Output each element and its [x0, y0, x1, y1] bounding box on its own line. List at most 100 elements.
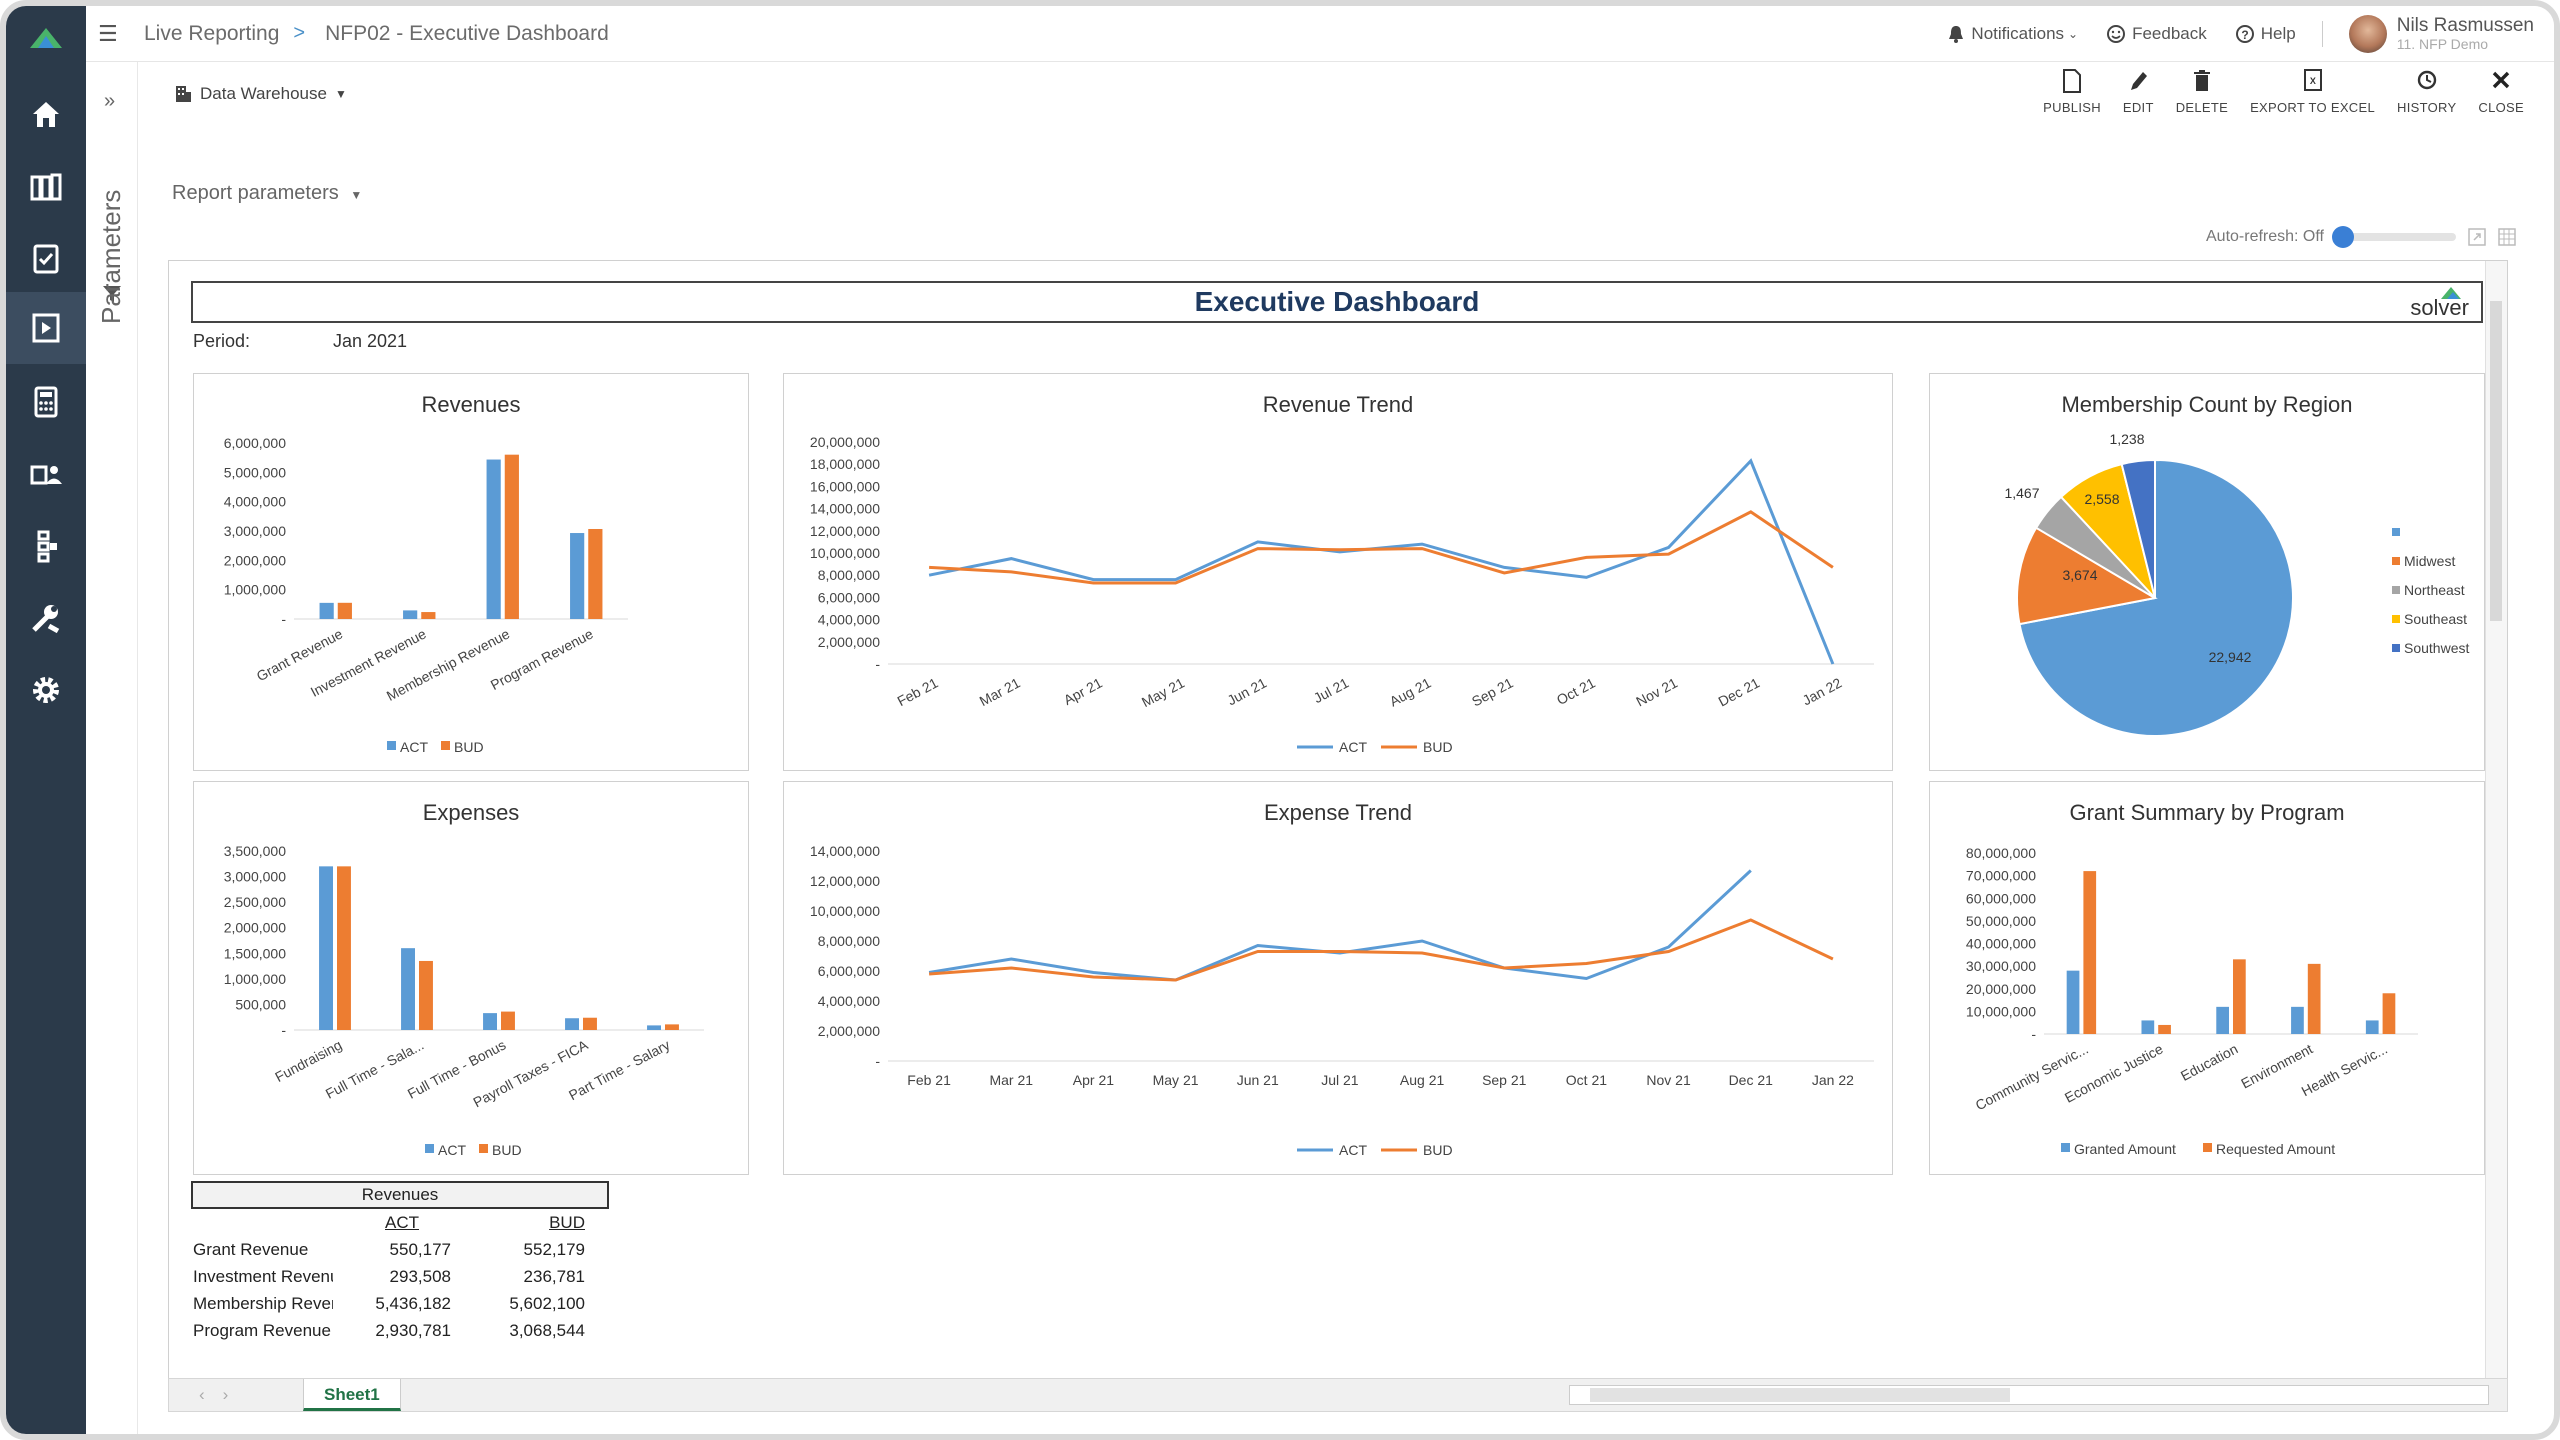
bar-granted-amount — [2066, 970, 2080, 1034]
y-tick-label: 8,000,000 — [818, 567, 880, 583]
x-tick-label: Mar 21 — [989, 1072, 1033, 1088]
scroll-thumb[interactable] — [2490, 301, 2502, 621]
legend-label: ACT — [400, 739, 428, 755]
vertical-scrollbar[interactable] — [2485, 261, 2507, 1379]
x-tick-label: Feb 21 — [907, 1072, 951, 1088]
bar-bud — [337, 602, 352, 619]
legend-swatch — [2392, 528, 2400, 536]
home-icon[interactable] — [26, 94, 66, 134]
user-tenant: 11. NFP Demo — [2396, 36, 2489, 52]
expense-trend-chart-svg: - 2,000,000 4,000,000 6,000,000 8,000,000 10,… — [810, 843, 1874, 1158]
legend-label: ACT — [1339, 739, 1367, 755]
filter-icon[interactable] — [102, 284, 122, 304]
x-tick-label: Nov 21 — [1646, 1072, 1691, 1088]
y-tick-label: 40,000,000 — [1966, 936, 2036, 952]
x-tick-label: May 21 — [1139, 674, 1187, 710]
calculator-icon[interactable] — [26, 382, 66, 422]
revenues-chart: Revenues - 1,000,000 2,000,000 3,000,000 4,0… — [193, 373, 749, 771]
excel-icon: X — [2303, 69, 2322, 91]
dashboard-title-bar: Executive Dashboard solver — [191, 281, 2483, 323]
legend-label: Northeast — [2404, 582, 2465, 598]
legend-label: BUD — [454, 739, 484, 755]
bar-act — [319, 602, 334, 619]
toggle-knob[interactable] — [2331, 226, 2354, 248]
expand-parameters-icon[interactable]: » — [104, 90, 116, 112]
chart-title: Expenses — [422, 800, 520, 825]
y-tick-label: 14,000,000 — [810, 501, 880, 517]
data-users-icon[interactable] — [26, 454, 66, 494]
x-tick-label: Dec 21 — [1715, 674, 1762, 709]
x-tick-label: Education — [2178, 1041, 2241, 1084]
bar-requested-amount — [2083, 871, 2097, 1034]
history-icon — [2417, 70, 2436, 90]
settings-gear-icon[interactable] — [26, 670, 66, 710]
line-series-act — [928, 869, 1752, 982]
feedback-button[interactable]: Feedback — [2106, 24, 2207, 44]
table-cell-bud: 236,781 — [523, 1267, 585, 1286]
sheet-tab[interactable]: Sheet1 — [303, 1379, 401, 1411]
publish-label: PUBLISH — [2043, 100, 2101, 115]
grid-icon[interactable] — [2498, 228, 2516, 246]
period-label: Period: — [193, 331, 251, 351]
bar-act — [565, 1018, 579, 1030]
data-source-dropdown[interactable]: Data Warehouse ▼ — [174, 84, 347, 104]
y-tick-label: 12,000,000 — [810, 523, 880, 539]
x-tick-label: Aug 21 — [1387, 674, 1434, 709]
breadcrumb-page: NFP02 - Executive Dashboard — [325, 21, 609, 45]
divider — [2321, 21, 2323, 47]
legend-label: Requested Amount — [2216, 1141, 2335, 1157]
sheet-nav-arrows[interactable]: ‹› — [199, 1385, 247, 1404]
bar-act — [570, 533, 585, 619]
bar-bud — [421, 612, 436, 619]
scroll-thumb[interactable] — [1590, 1388, 2010, 1402]
y-tick-label: 6,000,000 — [818, 589, 880, 605]
close-button[interactable]: CLOSE — [2478, 68, 2524, 115]
bar-bud — [665, 1024, 679, 1030]
user-menu[interactable]: Nils Rasmussen 11. NFP Demo — [2348, 15, 2534, 53]
delete-button[interactable]: DELETE — [2176, 68, 2228, 115]
publish-button[interactable]: PUBLISH — [2043, 68, 2101, 115]
modules-icon[interactable] — [26, 526, 66, 566]
menu-icon[interactable]: ☰ — [98, 20, 118, 46]
y-tick-label: - — [875, 656, 880, 672]
breadcrumb-app[interactable]: Live Reporting — [144, 21, 280, 45]
bar-requested-amount — [2382, 993, 2396, 1034]
line-series-act — [928, 458, 1835, 665]
notifications-button[interactable]: Notifications ⌄ — [1947, 24, 2078, 44]
auto-refresh-toggle[interactable] — [2331, 226, 2456, 248]
history-button[interactable]: HISTORY — [2397, 68, 2456, 115]
table-cell-bud: 552,179 — [523, 1240, 585, 1259]
y-tick-label: 2,500,000 — [224, 894, 286, 910]
horizontal-scrollbar[interactable] — [1569, 1385, 2489, 1405]
help-button[interactable]: ? Help — [2235, 24, 2296, 44]
y-tick-label: 1,000,000 — [224, 582, 286, 598]
y-tick-label: 14,000,000 — [810, 843, 880, 859]
tools-icon[interactable] — [26, 598, 66, 638]
tasks-icon[interactable] — [26, 238, 66, 278]
pie-slice — [2120, 458, 2156, 599]
chevron-down-icon: ⌄ — [2068, 27, 2079, 41]
close-icon — [2493, 71, 2510, 89]
report-parameters-toggle[interactable]: Report parameters ▼ — [172, 182, 362, 205]
export-to-excel-button[interactable]: X EXPORT TO EXCEL — [2250, 68, 2375, 115]
edit-label: EDIT — [2122, 100, 2154, 115]
bar-requested-amount — [2233, 959, 2246, 1034]
col-act: ACT — [385, 1213, 419, 1232]
reports-icon[interactable] — [6, 292, 86, 364]
solver-logo-icon[interactable] — [24, 22, 68, 56]
line-series-bud — [928, 918, 1834, 982]
edit-button[interactable]: EDIT — [2123, 68, 2154, 115]
notifications-label: Notifications — [1971, 24, 2065, 43]
chevron-down-icon: ▼ — [334, 87, 347, 101]
x-tick-label: Feb 21 — [894, 674, 940, 709]
table-cell-bud: 3,068,544 — [509, 1321, 585, 1340]
expand-icon[interactable] — [2468, 228, 2486, 246]
pie-data-label: 1,238 — [2109, 431, 2144, 447]
parameters-label[interactable]: Parameters — [96, 189, 126, 324]
y-tick-label: 18,000,000 — [810, 456, 880, 472]
y-tick-label: 10,000,000 — [810, 545, 880, 561]
table-cell-name: Program Revenue — [193, 1321, 331, 1340]
library-icon[interactable] — [26, 166, 66, 206]
user-name: Nils Rasmussen — [2396, 15, 2534, 36]
